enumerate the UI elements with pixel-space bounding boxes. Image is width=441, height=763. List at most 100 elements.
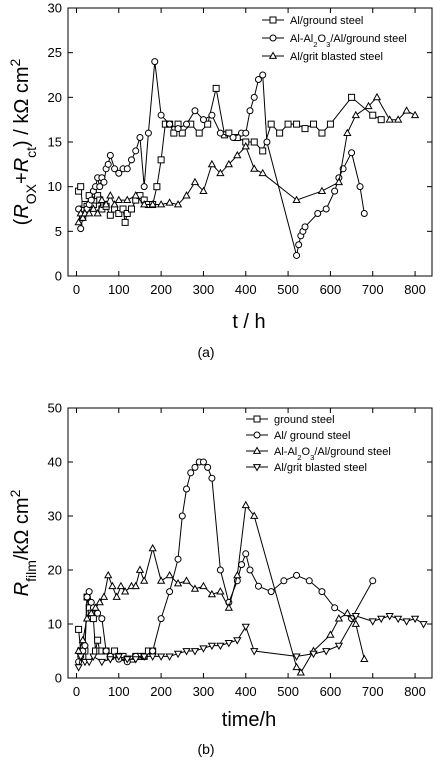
data-point	[250, 511, 259, 519]
data-point	[131, 581, 140, 590]
data-point	[246, 566, 254, 574]
data-point	[166, 588, 174, 596]
data-point	[74, 664, 83, 672]
data-point	[368, 618, 377, 626]
data-point	[242, 129, 250, 137]
y-tick-label: 30	[48, 509, 62, 524]
data-point	[267, 120, 275, 128]
data-point	[101, 200, 111, 208]
data-point	[199, 458, 207, 466]
data-point	[250, 164, 259, 172]
data-point	[149, 647, 157, 655]
data-point	[183, 485, 191, 493]
x-tick-label: 200	[150, 684, 172, 699]
data-point	[360, 209, 368, 217]
data-point	[191, 463, 199, 471]
y-tick-label: 25	[48, 45, 62, 60]
data-point	[77, 183, 85, 191]
data-point	[204, 120, 212, 128]
data-point	[91, 603, 100, 611]
data-point	[233, 637, 242, 645]
x-tick-label: 100	[108, 684, 130, 699]
data-point	[165, 570, 174, 579]
data-point	[402, 618, 411, 626]
x-tick-label: 800	[404, 282, 426, 297]
data-point	[116, 581, 126, 590]
data-point	[241, 141, 250, 150]
y-tick-label: 20	[48, 563, 62, 578]
data-point	[183, 120, 191, 128]
plot-frame-b	[67, 407, 433, 679]
data-point	[326, 630, 335, 638]
data-point	[156, 200, 166, 208]
data-point	[97, 658, 107, 667]
data-point	[233, 570, 242, 579]
data-point	[224, 603, 233, 611]
data-point	[165, 198, 174, 206]
data-point	[364, 101, 373, 110]
data-point	[190, 584, 200, 592]
data-point	[385, 115, 394, 123]
data-point	[216, 642, 225, 651]
data-point	[85, 588, 93, 596]
data-point	[318, 129, 326, 137]
data-point	[95, 597, 104, 606]
data-point	[199, 116, 207, 124]
series-circle	[75, 58, 368, 259]
series-line	[78, 61, 365, 256]
y-tick-label: 10	[48, 179, 62, 194]
data-point	[309, 120, 317, 128]
data-point	[174, 555, 182, 563]
data-point	[331, 604, 339, 612]
data-point	[140, 653, 149, 661]
data-point	[377, 615, 386, 624]
data-point	[89, 204, 98, 212]
data-point	[276, 129, 284, 137]
x-tick-label: 700	[362, 282, 384, 297]
data-point	[173, 650, 183, 659]
data-point	[111, 647, 119, 655]
data-point	[293, 251, 301, 259]
x-tick-label: 400	[235, 282, 257, 297]
data-point	[114, 653, 123, 661]
x-tick-label: 0	[73, 282, 80, 297]
series-line	[78, 461, 374, 663]
data-point	[157, 615, 165, 623]
data-point	[292, 662, 301, 671]
legend-marker	[268, 51, 278, 59]
data-point	[208, 111, 216, 119]
y-tick-label: 0	[55, 269, 62, 284]
x-axis-label-a: t / h	[232, 311, 265, 333]
x-tick-label: 500	[277, 282, 299, 297]
data-point	[106, 211, 114, 219]
legend-label: Al/ ground steel	[274, 430, 350, 442]
series-group-a	[74, 58, 420, 259]
data-point	[75, 625, 83, 633]
legend-label: ground steel	[274, 414, 335, 426]
y-axis-label-b: Rfilm/kΩ cm2	[7, 489, 39, 596]
data-point	[123, 165, 131, 173]
data-point	[135, 565, 145, 573]
data-point	[419, 621, 428, 629]
data-point	[216, 129, 224, 137]
data-point	[99, 592, 109, 600]
data-point	[178, 129, 186, 137]
series-triangle-up	[74, 92, 420, 226]
panel-label-a: (a)	[197, 344, 214, 360]
x-tick-label: 100	[108, 282, 130, 297]
data-point	[385, 613, 394, 621]
data-point	[174, 125, 182, 133]
data-point	[156, 653, 166, 661]
data-point	[284, 120, 292, 128]
data-point	[190, 648, 200, 656]
data-point	[229, 134, 237, 142]
y-tick-label: 40	[48, 455, 62, 470]
data-point	[216, 566, 224, 574]
data-point	[106, 656, 115, 664]
data-point	[199, 581, 208, 590]
data-point	[173, 200, 183, 208]
data-point	[156, 576, 166, 584]
data-point	[267, 588, 275, 596]
data-point	[140, 576, 149, 584]
data-point	[195, 129, 203, 137]
